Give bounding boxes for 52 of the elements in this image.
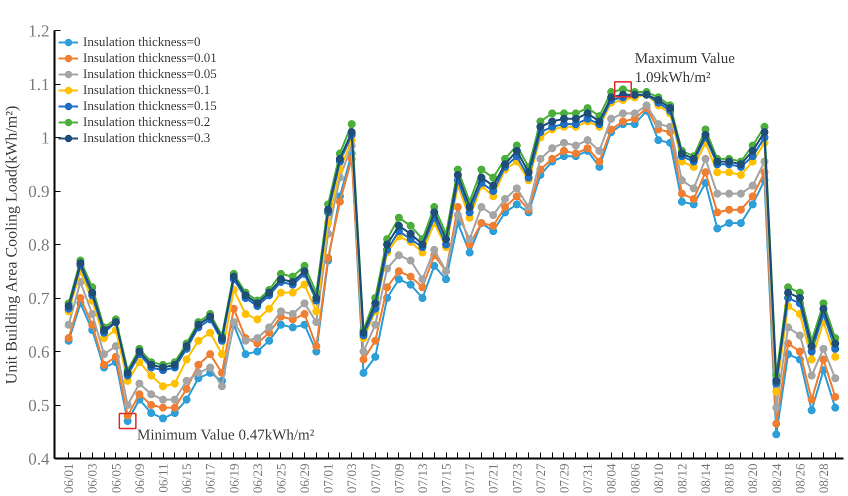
x-tick-label: 07/07 [368, 463, 383, 494]
x-tick-label: 06/19 [226, 463, 242, 494]
x-tick-label: 06/09 [132, 463, 147, 494]
annotation: Minimum Value 0.47kWh/m² [137, 427, 315, 444]
annotation: Maximum Value 1.09kWh/m² [634, 50, 736, 86]
x-tick-label: 07/09 [391, 463, 406, 494]
x-tick-label: 07/13 [414, 463, 430, 494]
x-tick-label: 08/14 [698, 463, 714, 494]
x-tick-label: 08/12 [674, 463, 690, 494]
x-tick-label: 08/04 [604, 463, 619, 494]
y-tick-label: 0.6 [28, 342, 50, 362]
y-tick-label: 1.2 [28, 22, 50, 40]
y-tick-label: 0.9 [28, 182, 50, 201]
x-tick-label: 06/15 [179, 463, 194, 494]
y-tick-label: 1.1 [28, 75, 50, 94]
x-tick-label: 07/15 [438, 463, 454, 494]
legend-label: Insulation thickness=0.05 [83, 66, 217, 82]
x-tick-label: 07/03 [344, 463, 360, 494]
x-tick-label: 08/18 [722, 463, 737, 494]
x-tick-label: 07/21 [486, 463, 501, 494]
x-tick-label: 06/03 [84, 463, 100, 494]
legend-label: Insulation thickness=0.01 [83, 50, 217, 66]
legend-label: Insulation thickness=0.15 [83, 98, 217, 114]
legend-label: Insulation thickness=0.2 [83, 114, 210, 130]
x-tick-label: 07/23 [509, 463, 524, 494]
x-tick-label: 08/28 [816, 463, 831, 494]
y-tick-label: 0.5 [28, 396, 50, 415]
legend-label: Insulation thickness=0 [83, 34, 200, 50]
x-tick-label: 08/24 [768, 463, 784, 494]
x-tick-label: 07/29 [556, 463, 572, 494]
y-tick-label: 0.8 [28, 236, 50, 254]
x-tick-label: 06/01 [61, 463, 76, 494]
x-tick-label: 06/05 [108, 463, 124, 494]
x-tick-label: 07/17 [462, 463, 478, 494]
y-axis-title: Unit Building Area Cooling Load(kWh/m²) [3, 106, 20, 384]
x-tick-label: 07/31 [580, 463, 596, 494]
x-tick-label: 06/17 [202, 463, 218, 494]
legend-label: Insulation thickness=0.3 [83, 130, 210, 146]
x-tick-label: 08/26 [792, 463, 808, 494]
x-tick-label: 08/20 [745, 463, 760, 494]
y-tick-label: 0.4 [28, 450, 50, 468]
x-tick-label: 08/06 [627, 463, 642, 494]
x-tick-label: 06/25 [273, 463, 288, 494]
x-tick-label: 07/01 [320, 463, 336, 494]
x-tick-label: 06/23 [250, 463, 265, 494]
x-tick-label: 06/29 [297, 463, 312, 494]
x-tick-label: 06/11 [156, 463, 170, 493]
y-tick-label: 1 [41, 128, 50, 148]
y-tick-label: 0.7 [28, 289, 50, 308]
x-tick-label: 07/27 [532, 463, 548, 494]
x-tick-label: 08/10 [650, 463, 666, 494]
legend-label: Insulation thickness=0.1 [83, 82, 210, 98]
